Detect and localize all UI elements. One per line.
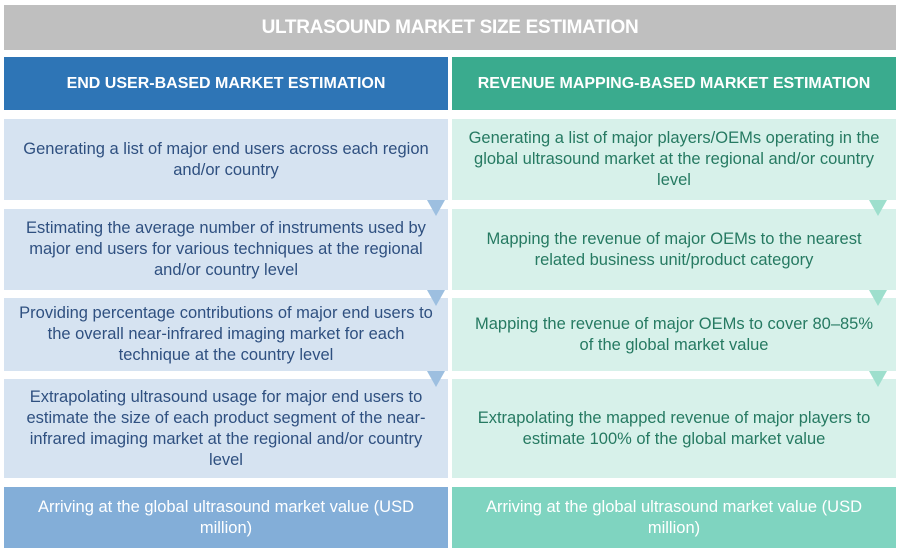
right-result: Arriving at the global ultrasound market… (452, 487, 896, 548)
left-step-4: Extrapolating ultrasound usage for major… (4, 379, 448, 478)
down-arrow-icon (427, 200, 445, 216)
right-step-4: Extrapolating the mapped revenue of majo… (452, 379, 896, 478)
down-arrow-icon (869, 290, 887, 306)
right-step-3: Mapping the revenue of major OEMs to cov… (452, 298, 896, 371)
left-column-header: END USER-BASED MARKET ESTIMATION (4, 57, 448, 110)
left-step-1: Generating a list of major end users acr… (4, 119, 448, 200)
down-arrow-icon (427, 290, 445, 306)
right-step-1: Generating a list of major players/OEMs … (452, 119, 896, 200)
left-step-2: Estimating the average number of instrum… (4, 209, 448, 290)
left-result: Arriving at the global ultrasound market… (4, 487, 448, 548)
down-arrow-icon (427, 371, 445, 387)
left-step-3: Providing percentage contributions of ma… (4, 298, 448, 371)
right-column-header: REVENUE MAPPING-BASED MARKET ESTIMATION (452, 57, 896, 110)
diagram-title: ULTRASOUND MARKET SIZE ESTIMATION (4, 5, 896, 50)
down-arrow-icon (869, 371, 887, 387)
right-step-2: Mapping the revenue of major OEMs to the… (452, 209, 896, 290)
down-arrow-icon (869, 200, 887, 216)
